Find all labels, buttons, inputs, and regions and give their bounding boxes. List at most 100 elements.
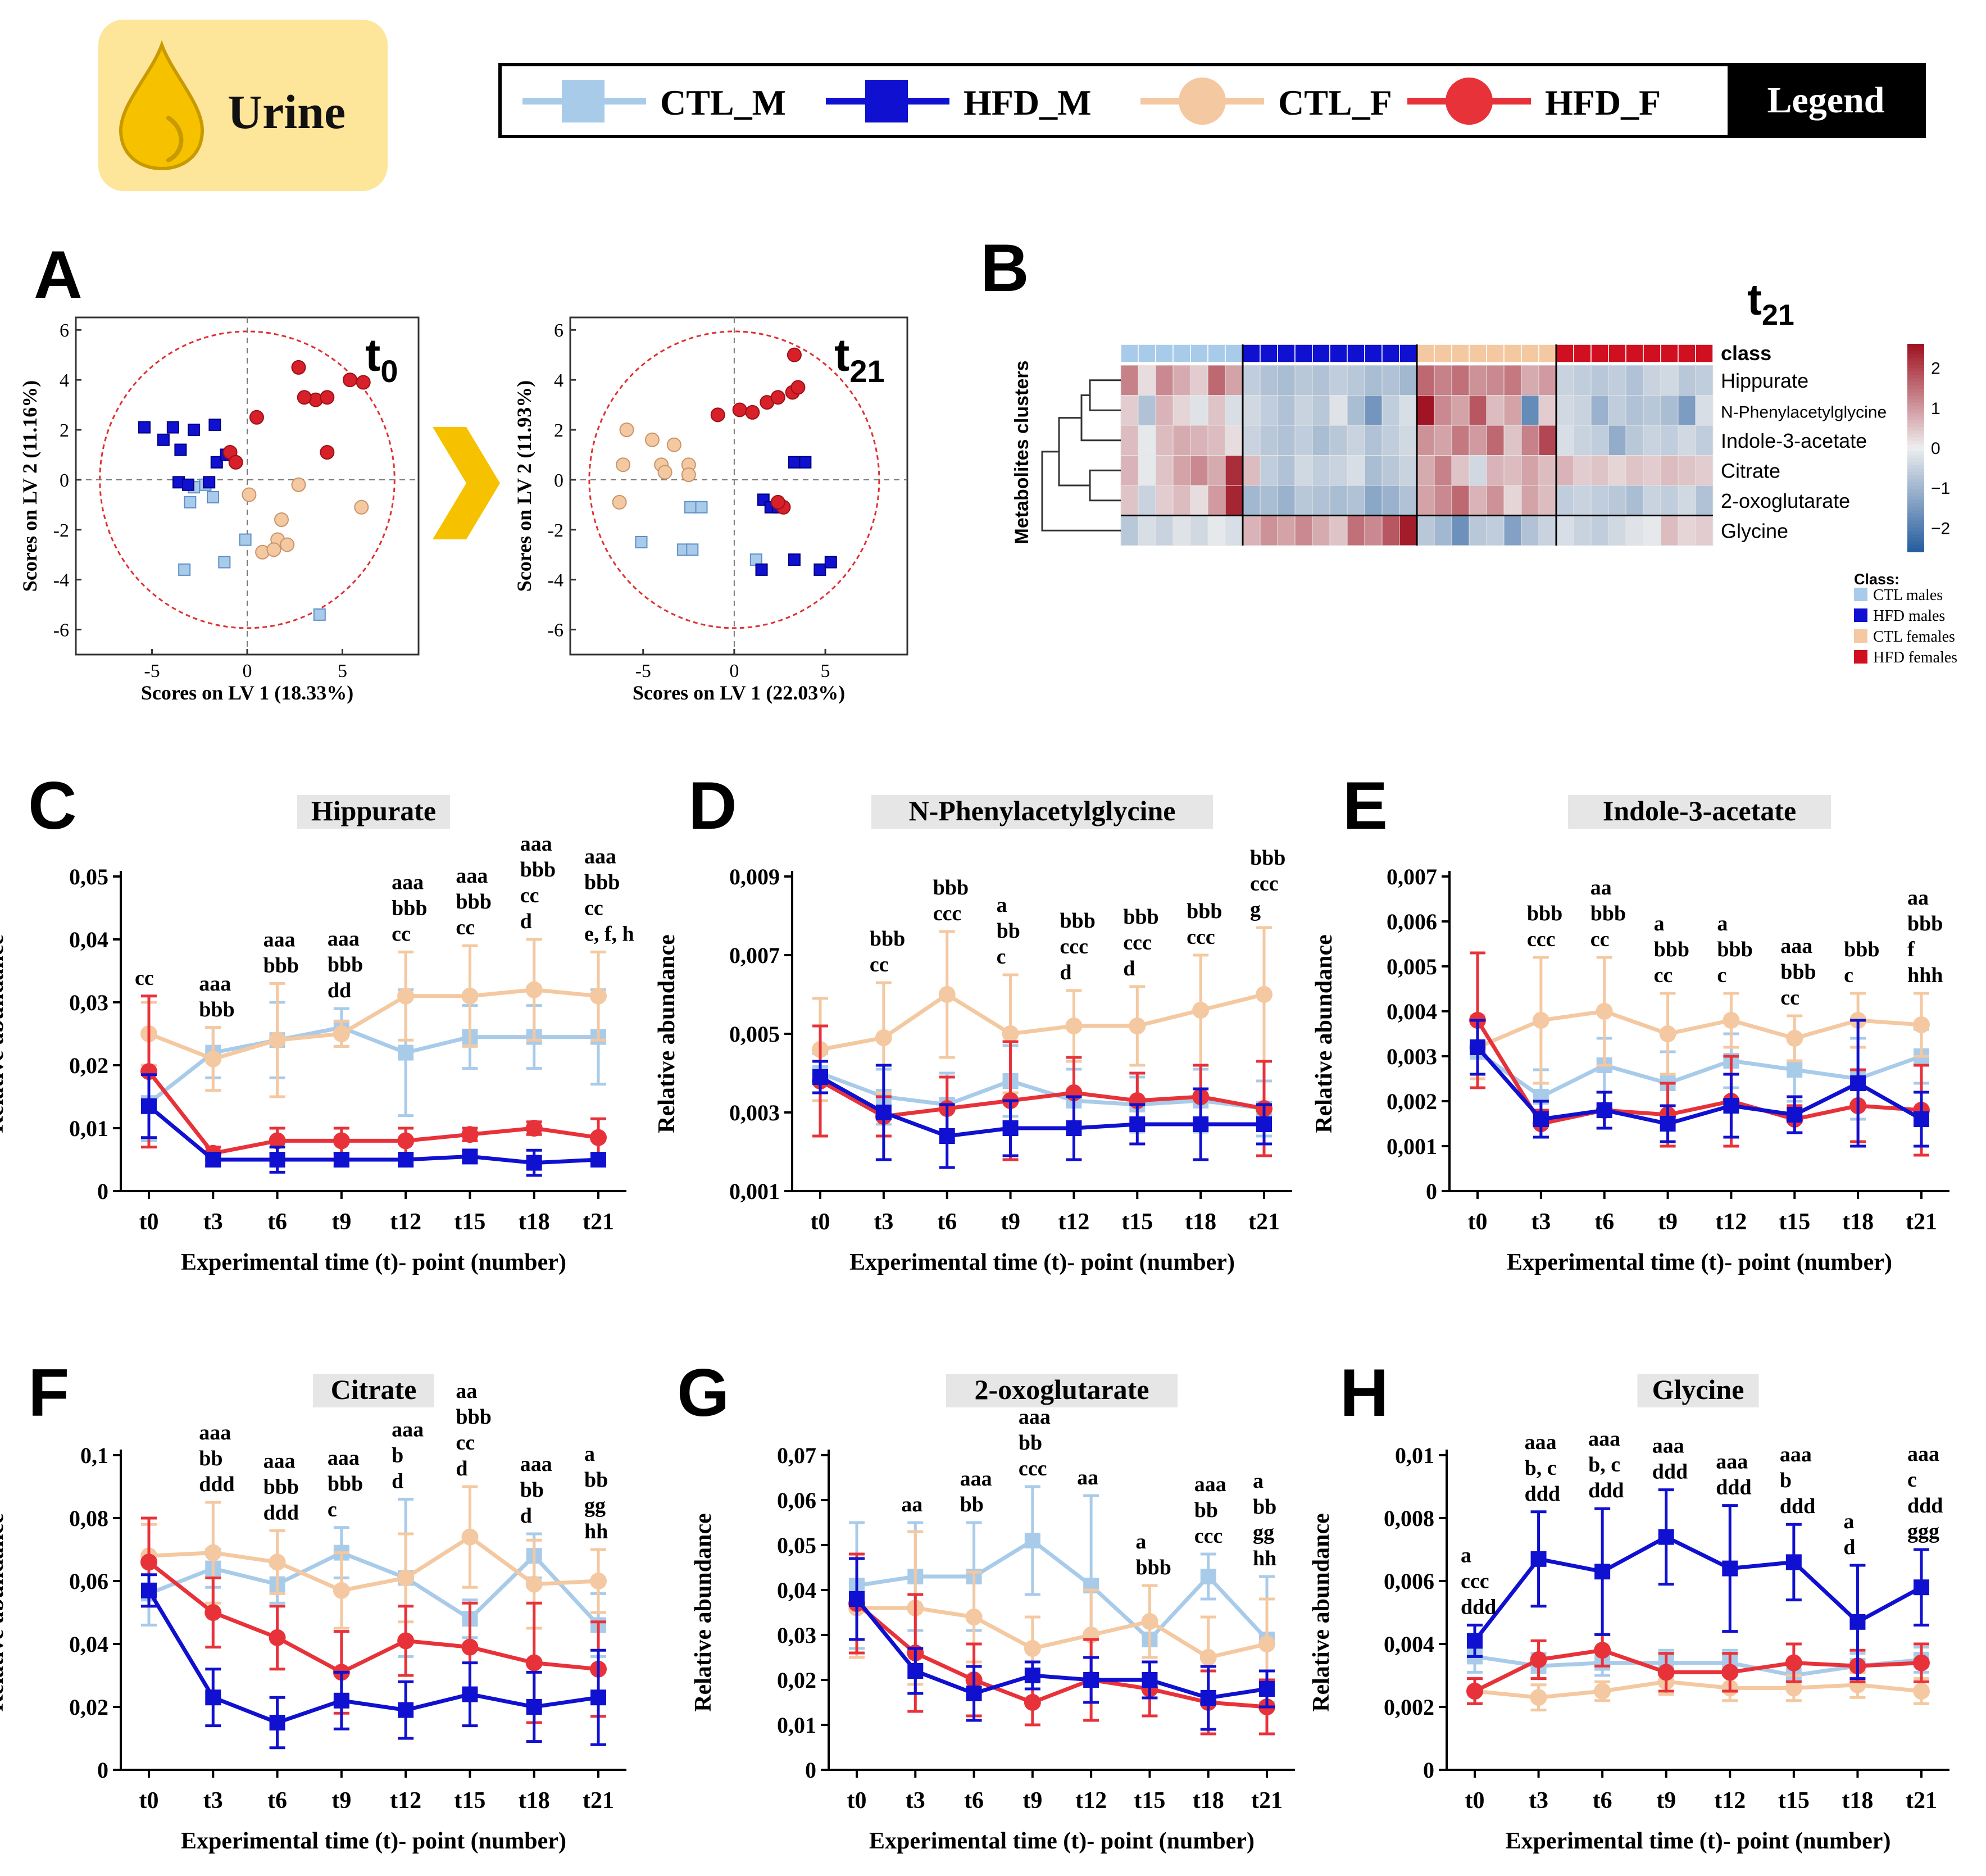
data-point: [938, 986, 956, 1003]
chart-title: Glycine: [1652, 1374, 1744, 1405]
heatmap-cell: [1329, 455, 1348, 486]
data-point: [333, 1025, 350, 1042]
heatmap-cell: [1660, 425, 1679, 456]
data-point: [398, 1044, 414, 1061]
heatmap-row-label: 2-oxoglutarate: [1721, 489, 1850, 512]
data-point: [1199, 1649, 1217, 1666]
chart-title-bg: [946, 1374, 1178, 1407]
heatmap-cell: [1347, 455, 1365, 486]
data-point: [1721, 1664, 1739, 1681]
data-point: [590, 1129, 607, 1146]
colorbar-step: [1907, 375, 1924, 379]
heatmap-cell: [1608, 455, 1626, 486]
x-tick-label: t6: [1594, 1209, 1614, 1235]
score-point-ctl-f: [666, 437, 681, 452]
heatmap-cell: [1242, 515, 1261, 546]
colorbar-step: [1907, 430, 1924, 435]
heatmap-cell: [1172, 365, 1191, 396]
x-tick-label: t0: [139, 1788, 159, 1814]
x-axis-label: Scores on LV 1 (18.33%): [141, 682, 353, 704]
y-tick-label: 0,001: [1387, 1134, 1437, 1159]
data-point: [1785, 1554, 1802, 1570]
heatmap-cell: [1451, 515, 1470, 546]
x-tick-label: t12: [1075, 1788, 1107, 1814]
colorbar-step: [1907, 496, 1924, 501]
heatmap-cell: [1190, 515, 1208, 546]
heatmap-cell: [1155, 425, 1174, 456]
data-point: [1913, 1016, 1930, 1033]
heatmap-cell: [1138, 395, 1156, 426]
heatmap-cell: [1608, 515, 1626, 546]
chart-title-bg: [297, 795, 450, 829]
heatmap-cell: [1242, 485, 1261, 516]
heatmap-cell: [1503, 455, 1522, 486]
heatmap-cell: [1381, 455, 1400, 486]
heatmap-cell: [1381, 485, 1400, 516]
y-tick-label: 2: [60, 420, 69, 441]
data-point: [526, 1155, 542, 1171]
score-point-hfd-f: [745, 405, 760, 420]
data-point: [141, 1582, 157, 1598]
y-tick-label: 0,006: [1387, 909, 1437, 934]
data-point: [966, 1686, 982, 1701]
data-point: [812, 1069, 828, 1085]
data-point: [1467, 1633, 1483, 1649]
colorbar-step: [1907, 506, 1924, 511]
x-tick-label: t3: [874, 1209, 893, 1235]
score-point-hfd-f: [710, 407, 725, 423]
y-tick-label: 0,1: [80, 1443, 108, 1468]
x-tick-label: t21: [1248, 1209, 1280, 1235]
y-tick-label: -6: [548, 620, 563, 641]
significance-annotation: a ccc ddd: [1461, 1543, 1496, 1619]
series-hfd-m: [141, 1073, 606, 1177]
x-tick-label: t12: [1714, 1788, 1746, 1814]
colorbar-step: [1907, 416, 1924, 421]
heatmap-cell: [1608, 365, 1626, 396]
line-chart-G: 2-oxoglutarate 0 0,01 0,02 0,03 0,04 0,05 0,06 0…: [690, 1374, 1295, 1854]
colorbar-step: [1907, 482, 1924, 487]
heatmap-cell: [1573, 365, 1592, 396]
significance-annotation: bbb ccc g: [1250, 846, 1285, 921]
heatmap-cell: [1120, 395, 1139, 426]
series-line: [1476, 1050, 1923, 1100]
x-tick-label: t12: [390, 1209, 421, 1235]
x-tick-label: t15: [454, 1209, 485, 1235]
score-point-ctl-f: [681, 467, 696, 482]
heatmap-cell: [1678, 455, 1696, 486]
x-tick-label: t12: [1715, 1209, 1747, 1235]
heatmap-cell: [1469, 455, 1487, 486]
y-axis-label: Scores on LV 2 (11.16%): [19, 380, 41, 592]
heatmap-cell: [1625, 365, 1644, 396]
significance-annotation: aaa ddd: [1716, 1450, 1751, 1500]
panel-label-H: H: [1340, 1355, 1389, 1430]
data-point: [269, 1152, 285, 1168]
heatmap-cell: [1312, 485, 1330, 516]
heatmap-cell: [1172, 485, 1191, 516]
heatmap-cell: [1660, 455, 1679, 486]
data-point: [590, 1152, 606, 1168]
heatmap-cell: [1521, 395, 1539, 426]
heatmap-cell: [1486, 395, 1505, 426]
data-point: [205, 1152, 221, 1168]
colorbar-step: [1907, 493, 1924, 497]
heatmap-cell: [1590, 515, 1609, 546]
panel-label-E: E: [1343, 768, 1388, 843]
colorbar-step: [1907, 410, 1924, 414]
data-point: [1594, 1683, 1611, 1700]
heatmap-cell: [1277, 515, 1296, 546]
significance-annotation: aaa b, c ddd: [1525, 1430, 1560, 1506]
series-line: [147, 1070, 599, 1156]
x-axis-label: Experimental time (t)- point (number): [1507, 1250, 1892, 1275]
x-tick-label: t21: [1906, 1788, 1937, 1814]
heatmap-cell: [1172, 425, 1191, 456]
x-tick-label: t3: [906, 1788, 925, 1814]
data-point: [1596, 1003, 1613, 1020]
data-point: [1530, 1689, 1547, 1706]
class-row-label: class: [1721, 342, 1771, 365]
data-point: [1913, 1654, 1930, 1671]
y-tick-label: 0,001: [729, 1179, 780, 1204]
colorbar-step: [1907, 503, 1924, 507]
heatmap-cell: [1643, 515, 1661, 546]
data-point: [1258, 1636, 1275, 1652]
heatmap-cell: [1329, 515, 1348, 546]
